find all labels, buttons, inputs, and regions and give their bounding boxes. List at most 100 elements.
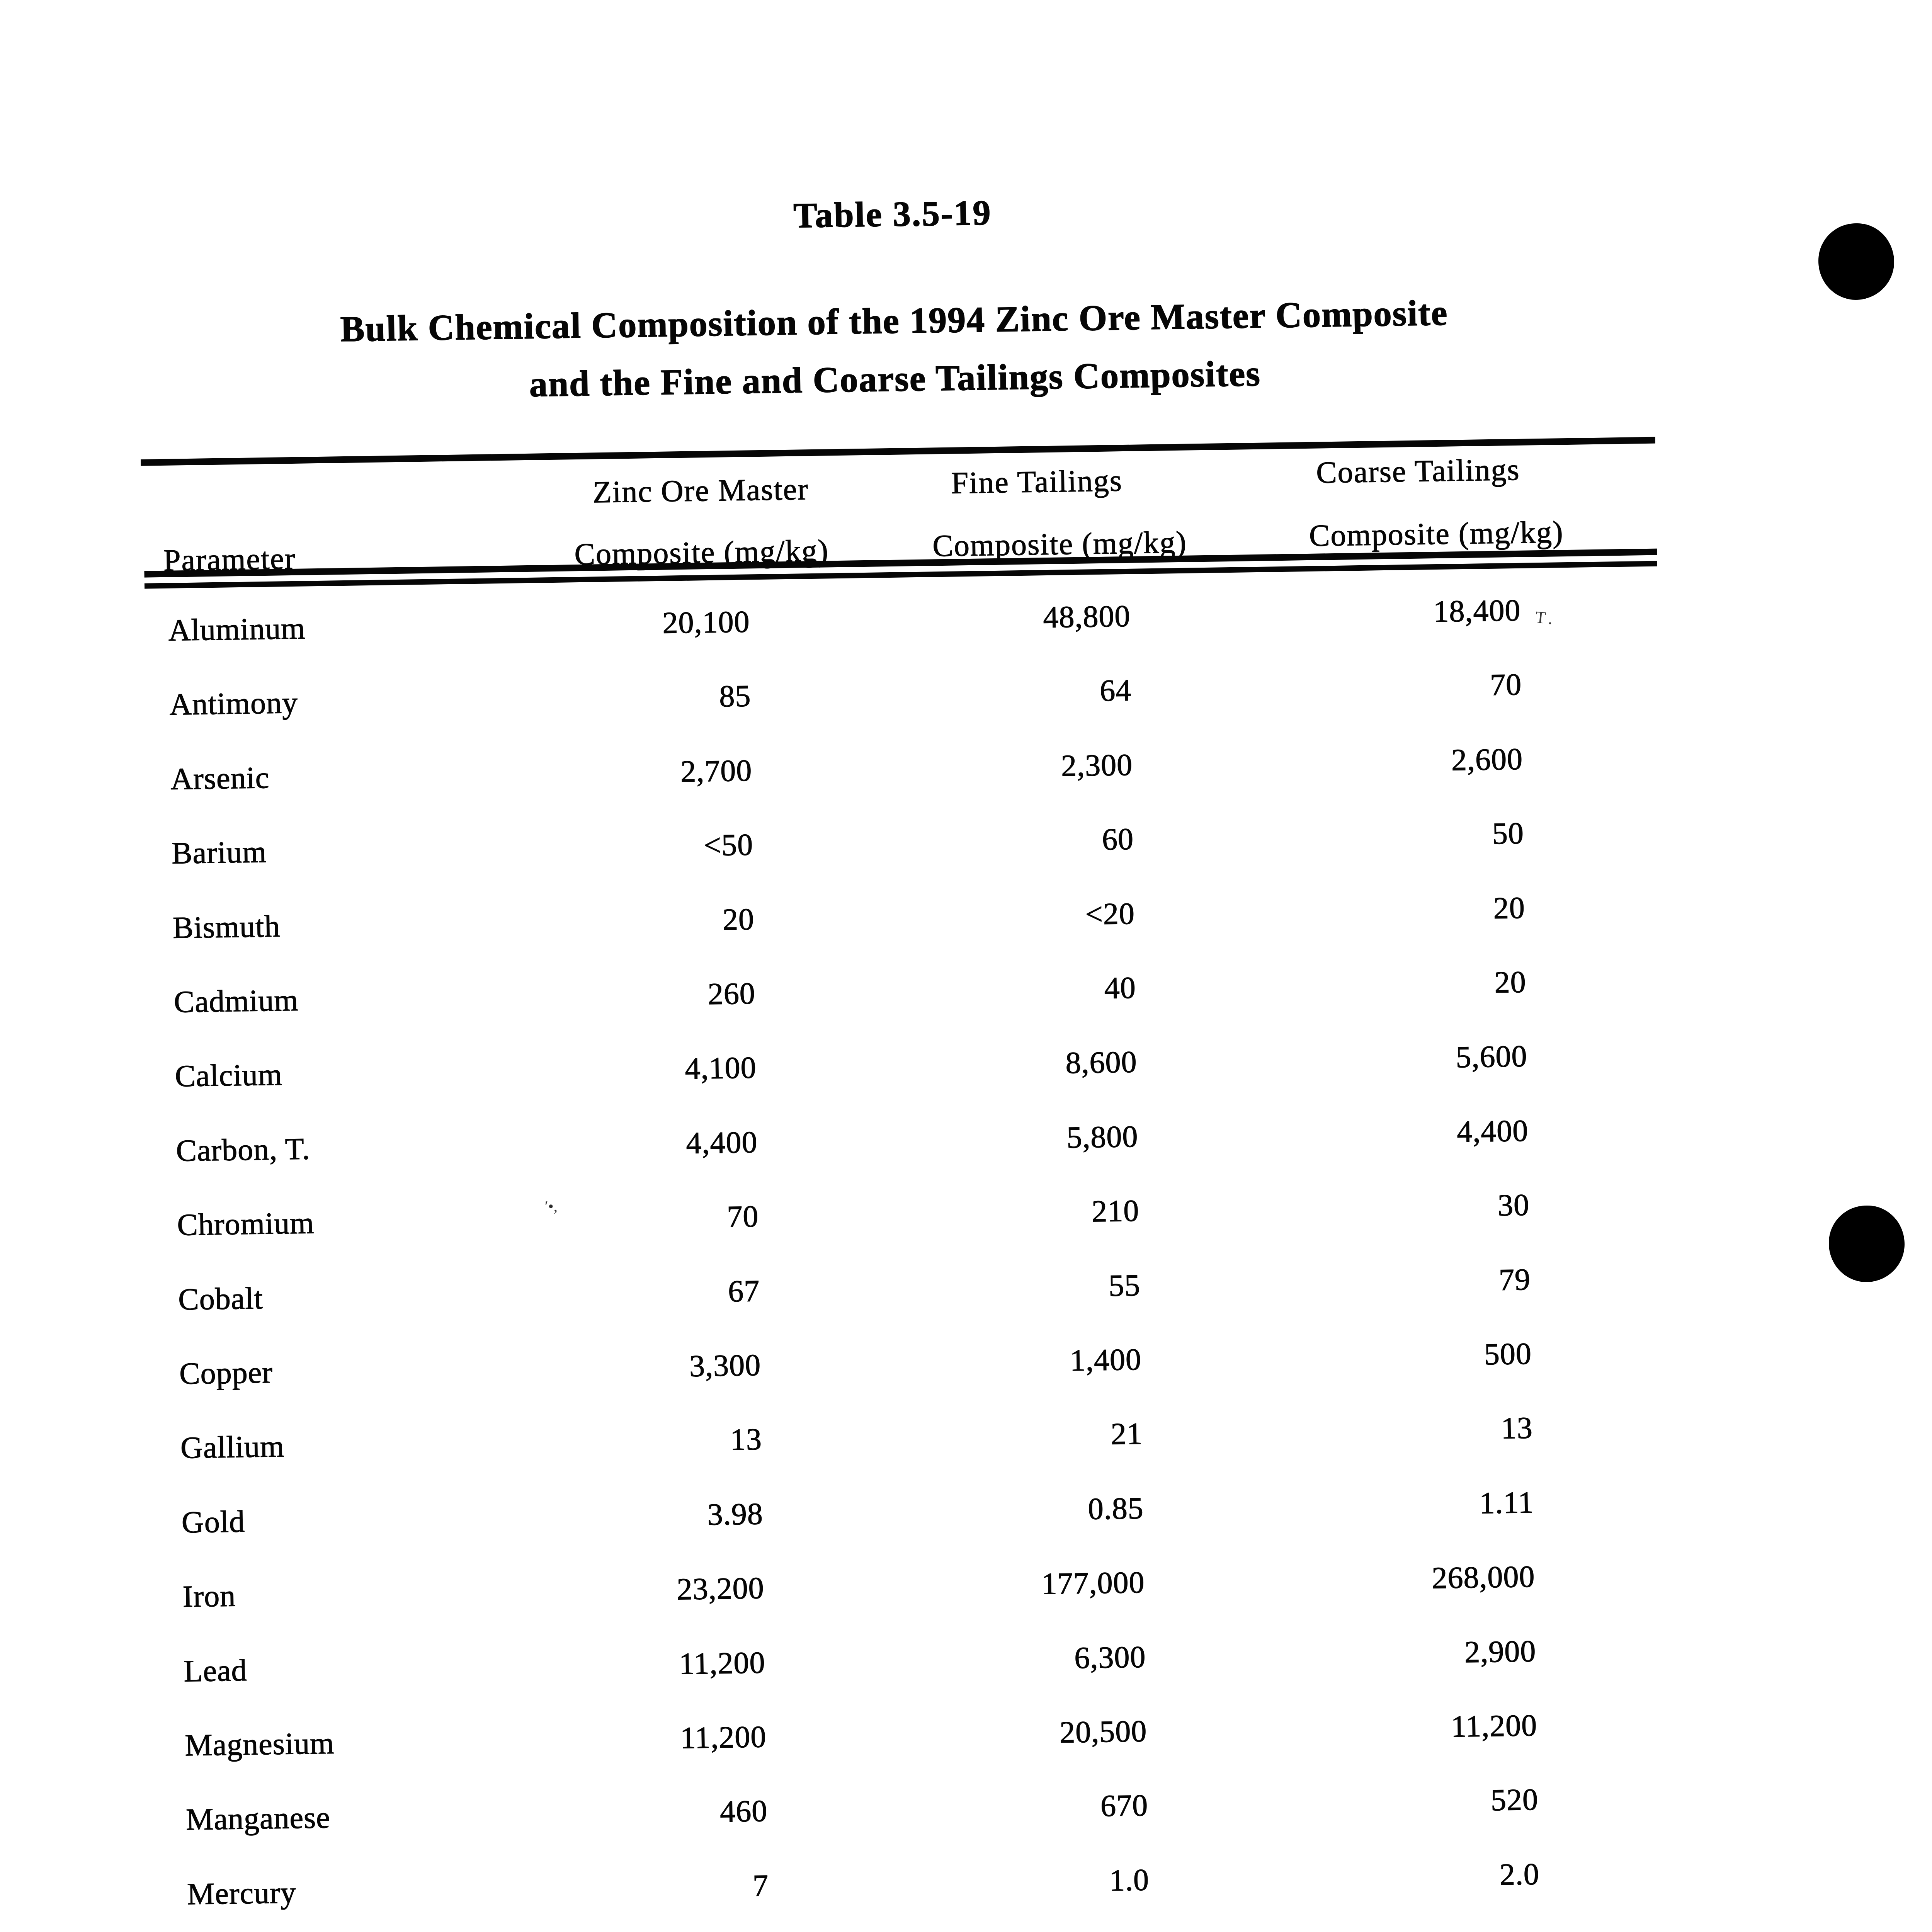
value-cell: 2,600 (1451, 742, 1523, 777)
parameter-cell: Gold (181, 1504, 245, 1540)
parameter-cell: Gallium (180, 1429, 285, 1465)
page-title: Bulk Chemical Composition of the 1994 Zi… (0, 279, 1803, 422)
value-cell: 70 (1490, 668, 1522, 702)
value-cell: 23,200 (676, 1571, 765, 1607)
value-cell: 30 (1497, 1188, 1530, 1223)
value-cell: 5,800 (1066, 1119, 1139, 1155)
value-cell: 20,100 (662, 605, 750, 641)
parameter-cell: Bismuth (172, 909, 281, 945)
value-cell: 55 (1108, 1268, 1141, 1303)
parameter-cell: Magnesium (184, 1726, 335, 1763)
value-cell: 8,600 (1065, 1045, 1138, 1080)
table-row: Gallium 13 21 13 (2, 1401, 1932, 1472)
table-row: Mercury 7 1.0 2.0 (9, 1847, 1932, 1918)
value-cell: 5,600 (1455, 1039, 1528, 1075)
parameter-cell: Barium (171, 835, 267, 871)
value-cell: 7 (752, 1868, 769, 1903)
value-cell: 20 (1494, 965, 1527, 1000)
value-cell: 13 (1500, 1411, 1533, 1446)
parameter-cell: Arsenic (170, 760, 270, 796)
value-cell: 210 (1091, 1194, 1139, 1229)
table-row: Iron 23,200 177,000 268,000 (5, 1549, 1932, 1621)
table-row: Carbon, T. 4,400 5,800 4,400 (0, 1103, 1932, 1175)
table-row: Bismuth 20 <20 20 (0, 880, 1932, 952)
table-row: Arsenic 2,700 2,300 2,600 (0, 732, 1932, 803)
table-row: Barium <50 60 50 (0, 806, 1932, 878)
table-row: Lead 11,200 6,300 2,900 (6, 1624, 1932, 1695)
value-cell: 670 (1100, 1788, 1148, 1823)
value-cell: 85 (719, 679, 752, 714)
scan-artifact-mark: T. (1534, 607, 1558, 629)
value-cell: 11,200 (1451, 1708, 1538, 1744)
table-row: Copper 3,300 1,400 500 (1, 1327, 1932, 1398)
value-cell: 11,200 (680, 1720, 767, 1755)
value-cell: 40 (1104, 971, 1136, 1005)
column-header-coarse-tailings: Coarse Tailings (1316, 452, 1520, 490)
value-cell: 60 (1102, 822, 1134, 857)
value-cell: 4,400 (685, 1125, 758, 1160)
value-cell: 50 (1492, 816, 1524, 851)
value-cell: 4,400 (1456, 1114, 1529, 1149)
value-cell: 260 (707, 976, 756, 1012)
value-cell: 268,000 (1431, 1560, 1536, 1595)
parameter-cell: Antimony (169, 686, 298, 722)
table-row: Magnesium 11,200 20,500 11,200 (7, 1698, 1932, 1769)
value-cell: 460 (719, 1794, 768, 1829)
parameter-cell: Cobalt (178, 1281, 264, 1317)
value-cell: 1,400 (1070, 1342, 1142, 1378)
value-cell: 18,400 (1433, 593, 1521, 629)
value-cell: 21 (1111, 1417, 1143, 1452)
value-cell: 64 (1099, 673, 1132, 708)
value-cell: 3,300 (689, 1348, 761, 1384)
value-cell: 79 (1498, 1262, 1531, 1297)
parameter-cell: Iron (182, 1579, 236, 1614)
parameter-cell: Mercury (187, 1875, 297, 1912)
value-cell: 0.85 (1087, 1491, 1144, 1526)
parameter-cell: Calcium (175, 1058, 283, 1094)
value-cell: 20 (1493, 891, 1526, 925)
table-row: Aluminum 20,100 48,800 18,400 (0, 583, 1932, 655)
hole-punch-dot (1829, 1206, 1905, 1282)
parameter-cell: Lead (183, 1653, 248, 1689)
value-cell: 177,000 (1041, 1565, 1145, 1601)
scan-artifact-mark: ′•, (544, 1197, 558, 1215)
table-row: Calcium 4,100 8,600 5,600 (0, 1029, 1932, 1100)
value-cell: 1.0 (1109, 1863, 1150, 1898)
table-row: Gold 3.98 0.85 1.11 (3, 1475, 1932, 1546)
parameter-cell: Aluminum (168, 611, 306, 648)
table-row: Manganese 460 670 520 (8, 1772, 1932, 1844)
table-row: Chromium 70 210 30 (0, 1178, 1932, 1249)
table-row: Antimony 85 64 70 (0, 657, 1932, 729)
value-cell: <20 (1270, 1927, 1541, 1932)
value-cell: 4,100 (684, 1051, 757, 1086)
value-cell: 20,500 (1059, 1714, 1147, 1750)
value-cell: 2,300 (1061, 748, 1133, 783)
value-cell: 6,300 (1074, 1640, 1146, 1675)
value-cell: <50 (703, 828, 754, 863)
value-cell: 67 (728, 1274, 760, 1309)
value-cell: 2.0 (1499, 1857, 1540, 1892)
value-cell: 2,700 (680, 753, 752, 789)
value-cell: 48,800 (1043, 599, 1131, 635)
table-number-title: Table 3.5-19 (793, 192, 992, 235)
parameter-cell: Carbon, T. (175, 1132, 311, 1168)
value-cell: <20 (1085, 896, 1135, 932)
value-cell: 3.98 (707, 1497, 764, 1532)
table-row: Molybdenum <20 <20 <20 (10, 1921, 1932, 1932)
value-cell: 2,900 (1464, 1634, 1536, 1670)
parameter-cell: Cadmium (173, 983, 299, 1019)
value-cell: 13 (730, 1422, 762, 1457)
value-cell: 520 (1490, 1782, 1539, 1818)
parameter-cell: Manganese (185, 1801, 331, 1837)
value-cell: 1.11 (1479, 1485, 1534, 1520)
value-cell: 500 (1484, 1337, 1532, 1372)
hole-punch-dot (1818, 223, 1894, 300)
value-cell: 70 (726, 1199, 759, 1234)
table-row: Cadmium 260 40 20 (0, 955, 1932, 1026)
value-cell: 20 (722, 902, 755, 937)
value-cell: 11,200 (679, 1645, 766, 1681)
table-row: Cobalt 67 55 79 (0, 1252, 1932, 1323)
